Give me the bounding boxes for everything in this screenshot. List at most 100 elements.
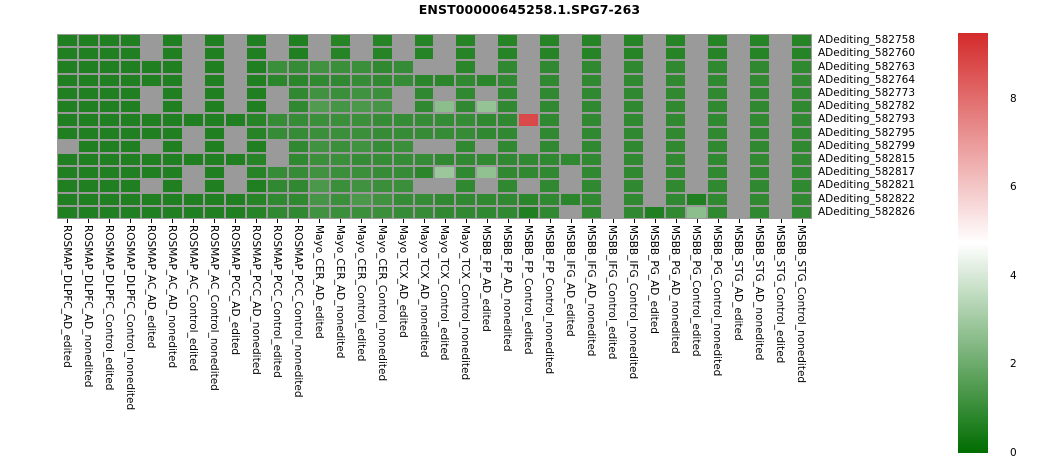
column-tick <box>633 219 635 223</box>
heatmap-cell <box>539 126 561 140</box>
column-label: MSBB_FP_Control_nonedited <box>543 225 556 375</box>
heatmap-cell <box>245 86 267 101</box>
heatmap-cell <box>581 179 603 193</box>
column-label: ROSMAP_PCC_AD_nonedited <box>249 225 262 375</box>
heatmap-cell <box>497 152 519 167</box>
heatmap-cell <box>518 113 540 127</box>
heatmap-cell <box>539 86 561 101</box>
heatmap-cell <box>413 60 435 74</box>
column-label: MSBB_STG_AD_nonedited <box>753 225 766 361</box>
heatmap-cell <box>644 86 666 101</box>
heatmap-cell <box>455 126 477 140</box>
heatmap-cell <box>581 139 603 153</box>
heatmap-cell <box>455 60 477 74</box>
heatmap-cell <box>518 205 540 219</box>
column-tick <box>424 219 425 223</box>
heatmap-cell <box>497 192 519 206</box>
heatmap-cell <box>791 73 812 87</box>
row-label: ADediting_582822 <box>818 192 915 205</box>
heatmap-cell <box>602 86 624 101</box>
heatmap-cell <box>350 100 372 114</box>
heatmap-cell <box>539 100 561 114</box>
heatmap-cell <box>560 73 582 87</box>
heatmap-cell <box>623 47 645 61</box>
heatmap-cell <box>791 34 812 48</box>
heatmap-cell <box>119 179 141 193</box>
heatmap-cell <box>623 139 645 153</box>
heatmap-cell <box>770 100 792 114</box>
row-label: ADediting_582815 <box>818 153 915 166</box>
heatmap-cell <box>728 60 750 74</box>
heatmap-cell <box>434 179 456 193</box>
heatmap-cell <box>791 152 812 167</box>
column-label: ROSMAP_PCC_Control_edited <box>270 225 283 378</box>
heatmap-cell <box>224 152 246 167</box>
heatmap-cell <box>581 113 603 127</box>
heatmap-cell <box>434 60 456 74</box>
heatmap-cell <box>308 152 330 167</box>
heatmap-cell <box>182 73 204 87</box>
heatmap-cell <box>308 205 330 219</box>
heatmap-cell <box>602 139 624 153</box>
heatmap-cell <box>140 166 162 180</box>
heatmap-cell <box>287 139 309 153</box>
heatmap-cell <box>350 192 372 206</box>
heatmap-cell <box>518 139 540 153</box>
heatmap-cell <box>686 34 708 48</box>
heatmap-cell <box>476 34 498 48</box>
heatmap-cell <box>224 73 246 87</box>
heatmap-cell <box>203 60 225 74</box>
heatmap-cell <box>119 126 141 140</box>
column-tick <box>675 219 677 223</box>
column-label-axis: ROSMAP_DLPFC_AD_edited ROSMAP_DLPFC_AD_no… <box>57 219 812 449</box>
column-label: Mayo_CER_Control_edited <box>354 225 367 362</box>
page-title: ENST00000645258.1.SPG7-263 <box>418 2 641 17</box>
heatmap-cell <box>665 139 687 153</box>
heatmap-cell <box>287 113 309 127</box>
heatmap-cell <box>161 192 183 206</box>
heatmap-cell <box>791 86 812 101</box>
column-label: Mayo_TCX_Control_nonedited <box>459 225 472 381</box>
heatmap-cell <box>98 47 120 61</box>
heatmap-cell <box>245 113 267 127</box>
heatmap-cell <box>770 192 792 206</box>
heatmap-cell <box>476 113 498 127</box>
heatmap-cell <box>749 86 771 101</box>
heatmap-cell <box>413 139 435 153</box>
heatmap-cell <box>371 34 393 48</box>
heatmap-cell <box>434 100 456 114</box>
heatmap-cell <box>308 73 330 87</box>
heatmap-cell <box>560 86 582 101</box>
column-tick <box>277 219 279 223</box>
heatmap-cell <box>560 47 582 61</box>
heatmap-cell <box>707 139 729 153</box>
column-label: ROSMAP_DLPFC_AD_nonedited <box>81 225 94 388</box>
heatmap-cell <box>623 126 645 140</box>
heatmap-cell <box>119 100 141 114</box>
heatmap-cell <box>539 139 561 153</box>
row-label: ADediting_582763 <box>818 60 915 73</box>
heatmap-cell <box>413 34 435 48</box>
heatmap-cell <box>518 192 540 206</box>
heatmap-cell <box>686 126 708 140</box>
heatmap-cell <box>266 47 288 61</box>
column-tick <box>151 219 153 223</box>
heatmap-cell <box>203 152 225 167</box>
heatmap-cell <box>581 100 603 114</box>
heatmap-cell <box>455 166 477 180</box>
column-tick <box>444 219 446 223</box>
column-label: ROSMAP_DLPFC_Control_nonedited <box>123 225 136 411</box>
heatmap-cell <box>791 205 812 219</box>
heatmap-cell <box>203 100 225 114</box>
heatmap-cell <box>329 100 351 114</box>
heatmap-cell <box>308 34 330 48</box>
heatmap-cell <box>602 34 624 48</box>
heatmap-cell <box>707 86 729 101</box>
column-tick <box>654 219 656 223</box>
heatmap-cell <box>413 126 435 140</box>
heatmap-cell <box>497 113 519 127</box>
heatmap-cell <box>203 166 225 180</box>
heatmap-cell <box>57 73 78 87</box>
heatmap-cell <box>203 139 225 153</box>
heatmap-cell <box>308 47 330 61</box>
